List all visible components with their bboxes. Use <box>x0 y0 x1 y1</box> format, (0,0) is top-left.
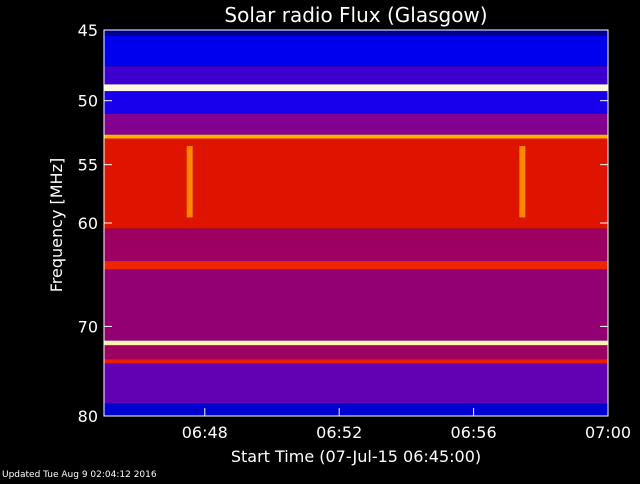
frequency-band <box>104 84 608 92</box>
y-tick-label: 55 <box>78 156 98 175</box>
burst-event <box>186 146 193 218</box>
frequency-band <box>104 134 608 139</box>
frequency-band <box>104 269 608 341</box>
y-axis-label: Frequency [MHz] <box>47 158 66 292</box>
frequency-band <box>104 35 608 67</box>
burst-event <box>519 146 526 218</box>
y-tick-label: 60 <box>78 214 98 233</box>
x-tick-label: 06:48 <box>182 423 228 442</box>
y-tick-label: 70 <box>78 317 98 336</box>
frequency-band <box>104 359 608 364</box>
y-tick-label: 45 <box>78 21 98 40</box>
x-axis-label: Start Time (07-Jul-15 06:45:00) <box>231 447 481 466</box>
frequency-band <box>104 261 608 270</box>
updated-footer: Updated Tue Aug 9 02:04:12 2016 <box>2 470 157 480</box>
y-tick-label: 80 <box>78 407 98 426</box>
frequency-band <box>104 403 608 416</box>
frequency-band <box>104 228 608 262</box>
chart-title: Solar radio Flux (Glasgow) <box>224 3 487 27</box>
frequency-band <box>104 91 608 114</box>
frequency-band <box>104 66 608 85</box>
x-tick-label: 06:56 <box>451 423 497 442</box>
frequency-band <box>104 138 608 229</box>
x-tick-label: 07:00 <box>585 423 631 442</box>
frequency-band <box>104 30 608 36</box>
y-tick-label: 50 <box>78 92 98 111</box>
frequency-band <box>104 345 608 360</box>
frequency-band <box>104 113 608 135</box>
frequency-band <box>104 340 608 346</box>
plot-area <box>104 30 608 416</box>
x-tick-label: 06:52 <box>316 423 362 442</box>
y-axis: 45 50 55 60 70 80 <box>78 21 608 426</box>
frequency-band <box>104 363 608 404</box>
x-axis: 06:48 06:52 06:56 07:00 <box>182 408 631 442</box>
